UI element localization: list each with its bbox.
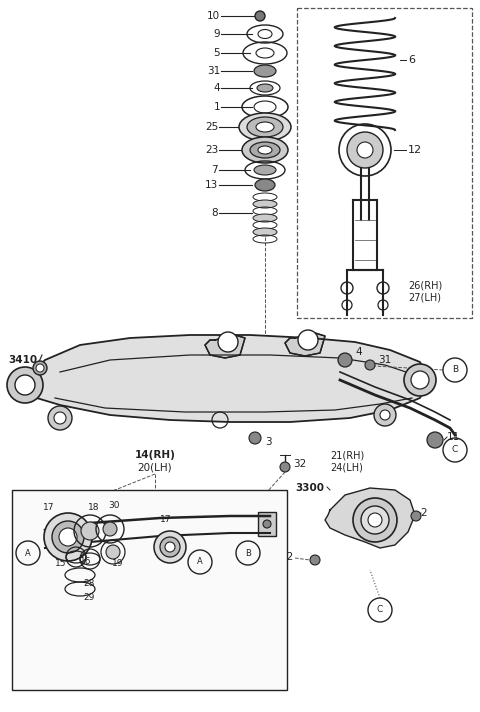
Circle shape <box>357 142 373 158</box>
Bar <box>12 490 287 690</box>
Text: 3300: 3300 <box>295 483 324 493</box>
Circle shape <box>427 432 443 448</box>
Text: 7: 7 <box>211 165 218 175</box>
Circle shape <box>218 332 238 352</box>
Text: 17: 17 <box>160 515 172 525</box>
Text: 5: 5 <box>214 48 220 58</box>
Circle shape <box>368 513 382 527</box>
Circle shape <box>33 361 47 375</box>
Text: C: C <box>377 605 383 614</box>
Text: 21(RH): 21(RH) <box>330 450 364 460</box>
Circle shape <box>365 360 375 370</box>
Bar <box>297 8 472 318</box>
Text: 6: 6 <box>408 55 415 65</box>
Text: 1: 1 <box>214 102 220 112</box>
Ellipse shape <box>253 228 277 236</box>
Circle shape <box>36 364 44 372</box>
Text: 31: 31 <box>207 66 220 76</box>
Circle shape <box>361 506 389 534</box>
Ellipse shape <box>254 165 276 175</box>
Circle shape <box>7 367 43 403</box>
Circle shape <box>81 522 99 540</box>
Circle shape <box>15 375 35 395</box>
Text: 29: 29 <box>83 594 95 602</box>
Circle shape <box>338 353 352 367</box>
Text: 31: 31 <box>378 355 391 365</box>
Circle shape <box>380 410 390 420</box>
Polygon shape <box>20 335 430 422</box>
Circle shape <box>160 537 180 557</box>
Polygon shape <box>205 335 245 358</box>
Text: 32: 32 <box>293 459 306 469</box>
Ellipse shape <box>247 117 283 137</box>
Circle shape <box>44 513 92 561</box>
Ellipse shape <box>256 122 274 132</box>
Text: 14(RH): 14(RH) <box>134 450 175 460</box>
Circle shape <box>280 462 290 472</box>
Circle shape <box>103 522 117 536</box>
Text: 10: 10 <box>207 11 220 21</box>
Ellipse shape <box>257 84 273 92</box>
Text: 17: 17 <box>43 503 54 511</box>
Ellipse shape <box>253 200 277 208</box>
Text: 3: 3 <box>265 437 272 447</box>
Text: A: A <box>197 557 203 567</box>
Circle shape <box>59 528 77 546</box>
Circle shape <box>310 555 320 565</box>
Ellipse shape <box>242 137 288 163</box>
Text: 4: 4 <box>355 347 361 357</box>
Text: B: B <box>245 548 251 557</box>
Ellipse shape <box>250 142 280 158</box>
Text: 22: 22 <box>280 552 293 562</box>
Text: C: C <box>452 446 458 454</box>
Text: 8: 8 <box>211 208 218 218</box>
Text: 19: 19 <box>112 558 123 567</box>
Circle shape <box>165 542 175 552</box>
Text: 27(LH): 27(LH) <box>408 293 441 303</box>
Circle shape <box>411 511 421 521</box>
Ellipse shape <box>258 146 272 154</box>
Text: 28: 28 <box>83 578 95 587</box>
Bar <box>258 512 276 536</box>
Text: B: B <box>452 365 458 375</box>
Ellipse shape <box>254 65 276 77</box>
Text: 23: 23 <box>205 145 218 155</box>
Circle shape <box>353 498 397 542</box>
Text: 30: 30 <box>108 501 120 511</box>
Text: 20(LH): 20(LH) <box>138 463 172 473</box>
Circle shape <box>404 364 436 396</box>
Circle shape <box>411 371 429 389</box>
Text: 2: 2 <box>420 508 427 518</box>
Text: 16: 16 <box>80 557 92 565</box>
Text: 25: 25 <box>205 122 218 132</box>
Text: 12: 12 <box>408 145 422 155</box>
Text: A: A <box>25 548 31 557</box>
Polygon shape <box>285 333 325 356</box>
Circle shape <box>154 531 186 563</box>
Text: 4: 4 <box>214 83 220 93</box>
Text: 3410: 3410 <box>8 355 37 365</box>
Text: 18: 18 <box>88 503 99 513</box>
Circle shape <box>298 330 318 350</box>
Circle shape <box>249 432 261 444</box>
Circle shape <box>374 404 396 426</box>
Text: 15: 15 <box>55 558 66 567</box>
Polygon shape <box>325 488 415 548</box>
Circle shape <box>52 521 84 553</box>
Text: 24(LH): 24(LH) <box>330 462 363 472</box>
Circle shape <box>347 132 383 168</box>
Circle shape <box>255 11 265 21</box>
Circle shape <box>106 545 120 559</box>
Circle shape <box>54 412 66 424</box>
Text: 13: 13 <box>205 180 218 190</box>
Text: 11: 11 <box>447 432 460 442</box>
Ellipse shape <box>239 113 291 141</box>
Text: 9: 9 <box>214 29 220 39</box>
Ellipse shape <box>253 214 277 222</box>
Ellipse shape <box>255 179 275 191</box>
Text: 26(RH): 26(RH) <box>408 280 442 290</box>
Circle shape <box>48 406 72 430</box>
Circle shape <box>263 520 271 528</box>
